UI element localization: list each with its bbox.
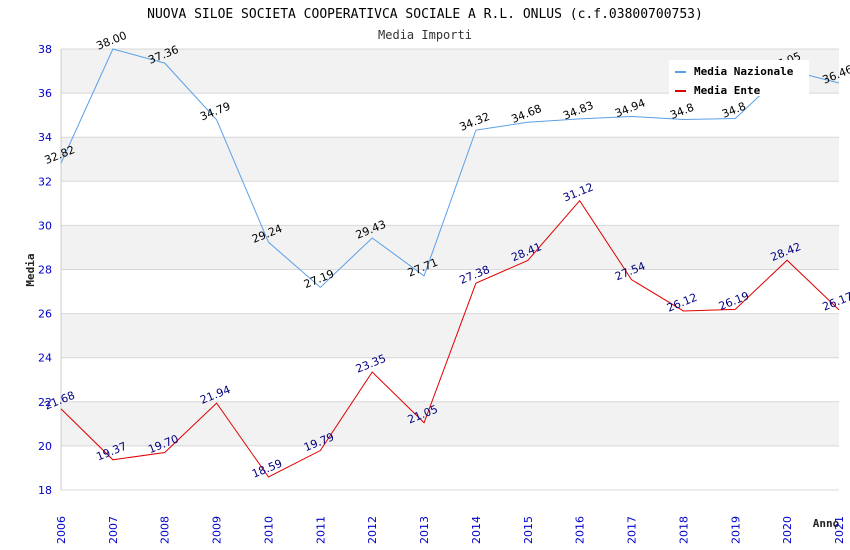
series-line [60, 199, 840, 478]
y-tick-label: 38 [38, 43, 52, 56]
y-tick-label: 26 [38, 308, 52, 321]
x-tick-label: 2013 [418, 516, 431, 544]
grid-band [61, 357, 839, 402]
gridlines [60, 48, 839, 491]
y-tick-label: 36 [38, 87, 52, 100]
y-tick-label: 32 [38, 175, 52, 188]
y-tick-label: 28 [38, 264, 52, 277]
y-tick-label: 18 [38, 484, 52, 497]
x-tick-label: 2015 [522, 516, 535, 544]
x-tick-label: 2008 [159, 516, 172, 544]
x-tick-label: 2010 [262, 516, 275, 544]
y-tick-label: 20 [38, 440, 52, 453]
x-tick-label: 2021 [833, 516, 846, 544]
y-axis-ticks: 18 20 22 24 26 28 30 32 34 36 38 [38, 43, 52, 497]
y-tick-label: 22 [38, 396, 52, 409]
x-tick-label: 2018 [677, 516, 690, 544]
x-tick-label: 2019 [729, 516, 742, 544]
grid-band [61, 225, 839, 270]
y-tick-label: 24 [38, 352, 52, 365]
grid-band [61, 445, 839, 490]
chart-title: NUOVA SILOE SOCIETA COOPERATIVCA SOCIALE… [147, 7, 703, 22]
y-axis-title: Media [24, 253, 37, 286]
x-axis-ticks: 2006 2007 2008 2009 2010 2011 2012 2013 2014 2015… [55, 516, 846, 544]
legend-label-media-ente: Media Ente [694, 84, 761, 97]
x-tick-label: 2011 [314, 516, 327, 544]
legend: Media Nazionale Media Ente [669, 60, 809, 97]
x-tick-label: 2016 [574, 516, 587, 544]
y-tick-label: 34 [38, 131, 52, 144]
x-tick-label: 2006 [55, 516, 68, 544]
chart-subtitle: Media Importi [378, 28, 472, 42]
grid-band [61, 269, 839, 314]
x-tick-label: 2007 [107, 516, 120, 544]
grid-band [61, 401, 839, 446]
x-tick-label: 2020 [781, 516, 794, 544]
grid-band [61, 93, 839, 138]
x-tick-label: 2017 [626, 516, 639, 544]
series-line [60, 48, 840, 289]
x-tick-label: 2009 [211, 516, 224, 544]
x-tick-label: 2014 [470, 516, 483, 544]
grid-band [61, 313, 839, 358]
grid-band [61, 137, 839, 182]
legend-label-media-nazionale: Media Nazionale [694, 65, 794, 78]
x-axis-title: Anno [813, 517, 840, 530]
x-tick-label: 2012 [366, 516, 379, 544]
legend-box [669, 60, 809, 96]
grid-bands [61, 49, 839, 490]
y-tick-label: 30 [38, 219, 52, 232]
